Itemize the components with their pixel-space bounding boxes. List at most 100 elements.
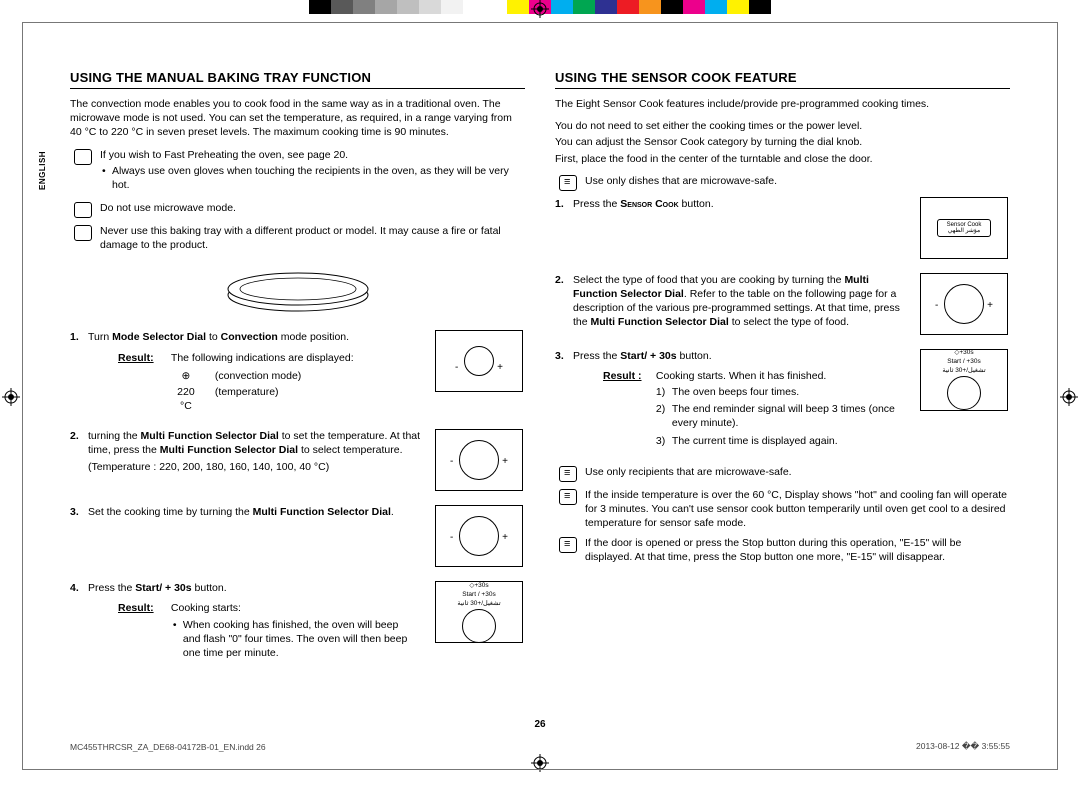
t: Start/ + 30s [135,582,191,594]
note-text: Never use this baking tray with a differ… [100,224,525,252]
note-text: Do not use microwave mode. [100,201,525,218]
sub: The end reminder signal will beep 3 time… [656,402,903,430]
end-note-2: If the inside temperature is over the 60… [559,488,1010,531]
left-column: USING THE MANUAL BAKING TRAY FUNCTION Th… [70,70,525,742]
note-icon [559,489,577,505]
left-steps: Turn Mode Selector Dial to Convection mo… [70,330,525,663]
left-intro: The convection mode enables you to cook … [70,97,525,140]
r-intro3: You can adjust the Sensor Cook category … [555,135,1010,149]
t: Turn [88,331,112,343]
note-text: Use only dishes that are microwave-safe. [585,174,1010,191]
sym: ⊕ [171,369,201,383]
t: mode position. [278,331,349,343]
t: Multi Function Selector Dial [253,506,391,518]
desc: (convection mode) [215,369,301,383]
registration-mark-top [531,0,549,18]
t: . [391,506,394,518]
end-note-1: Use only recipients that are microwave-s… [559,465,1010,482]
t: Set the cooking time by turning the [88,506,253,518]
temp-line: (Temperature : 220, 200, 180, 160, 140, … [88,460,425,474]
t: Press the [573,198,620,210]
note-icon [559,466,577,482]
sub: The oven beeps four times. [656,385,903,399]
registration-mark-right [1060,388,1078,406]
t: Multi Function Selector Dial [141,430,279,442]
right-column: USING THE SENSOR COOK FEATURE The Eight … [555,70,1010,742]
t: button. [192,582,227,594]
result-label: Result : [603,369,653,383]
note-mw-safe: Use only dishes that are microwave-safe. [559,174,1010,191]
t: Mode Selector Dial [112,331,206,343]
start-button-figure: ◇+30s Start / +30s تشغيل/+30 ثانية [435,581,523,643]
note-icon [74,202,92,218]
step-4: Press the Start/ + 30s button. Result: C… [70,581,525,663]
result-intro: The following indications are displayed: [171,352,354,364]
result-label: Result: [118,351,168,365]
step-2: turning the Multi Function Selector Dial… [70,429,525,491]
note-no-microwave: Do not use microwave mode. [74,201,525,218]
rstep-2: Select the type of food that you are coo… [555,273,1010,335]
lbl: مؤشر الطهي [948,228,981,234]
result-label: Result: [118,601,168,615]
note-sub: Always use oven gloves when touching the… [100,164,525,192]
left-heading: USING THE MANUAL BAKING TRAY FUNCTION [70,70,525,89]
note-icon [74,149,92,165]
registration-mark-left [2,388,20,406]
t: Start/ + 30s [620,350,676,362]
language-tab: ENGLISH [38,151,47,190]
start-button-figure: ◇+30s Start / +30s تشغيل/+30 ثانية [920,349,1008,411]
content-area: ENGLISH USING THE MANUAL BAKING TRAY FUN… [70,70,1010,742]
page-number: 26 [534,719,545,730]
t: to select the type of food. [729,316,849,328]
cap: +30s [474,582,488,589]
sub: The current time is displayed again. [656,434,903,448]
t: turning the [88,430,141,442]
note-icon [559,537,577,553]
t: Multi Function Selector Dial [591,316,729,328]
note-text: If the door is opened or press the Stop … [585,536,1010,564]
t: Multi Function Selector Dial [160,444,298,456]
t: button. [679,198,714,210]
result-text: Cooking starts. When it has finished. [656,370,826,382]
cap: Start / +30s [947,358,980,365]
note-fast-preheat: If you wish to Fast Preheating the oven,… [74,148,525,196]
selector-dial-figure [435,429,523,491]
cap: +30s [959,349,973,356]
rstep-3: Press the Start/ + 30s button. Result : … [555,349,1010,451]
note-icon [559,175,577,191]
t: to select temperature. [298,444,402,456]
cap: Start / +30s [462,591,495,598]
bullet: When cooking has finished, the oven will… [171,618,418,661]
selector-dial-figure [920,273,1008,335]
time-dial-figure [435,505,523,567]
r-intro2: You do not need to set either the cookin… [555,119,1010,133]
baking-tray-illustration [213,258,383,318]
t: Sensor Cook [620,198,678,210]
sym: 220 °C [171,385,201,413]
cap: تشغيل/+30 ثانية [457,600,500,607]
note-text: If the inside temperature is over the 60… [585,488,1010,531]
step-3: Set the cooking time by turning the Mult… [70,505,525,567]
r-intro4: First, place the food in the center of t… [555,152,1010,166]
footer-left: MC455THRCSR_ZA_DE68-04172B-01_EN.indd 26 [70,742,266,752]
sensor-cook-button-figure: Sensor Cook مؤشر الطهي [920,197,1008,259]
t: to [206,331,221,343]
note-icon [74,225,92,241]
indications: ⊕ (convection mode) 220 °C (temperature) [171,369,418,414]
t: Press the [88,582,135,594]
right-heading: USING THE SENSOR COOK FEATURE [555,70,1010,89]
desc: (temperature) [215,385,279,413]
r-intro1: The Eight Sensor Cook features include/p… [555,97,1010,111]
cap: تشغيل/+30 ثانية [942,367,985,374]
t: Select the type of food that you are coo… [573,274,844,286]
end-note-3: If the door is opened or press the Stop … [559,536,1010,564]
note-text: If you wish to Fast Preheating the oven,… [100,149,348,161]
t: button. [677,350,712,362]
mode-dial-figure [435,330,523,392]
rstep-1: Press the Sensor Cook button. Sensor Coo… [555,197,1010,259]
step-1: Turn Mode Selector Dial to Convection mo… [70,330,525,415]
footer-right: 2013-08-12 �� 3:55:55 [916,741,1010,752]
t: Press the [573,350,620,362]
t: Convection [221,331,278,343]
note-tray-warning: Never use this baking tray with a differ… [74,224,525,252]
